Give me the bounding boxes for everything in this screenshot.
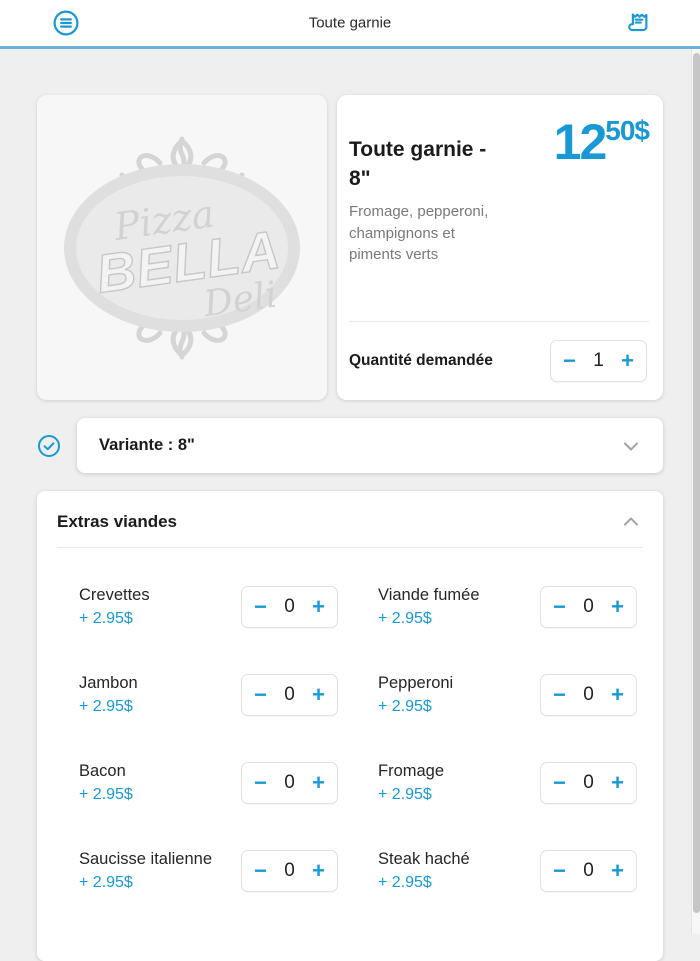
extra-item: Crevettes + 2.95$ − 0 + [79,576,338,637]
extra-name: Pepperoni [378,674,454,693]
extra-price: + 2.95$ [378,785,432,803]
extra-decrease-button[interactable]: − [254,857,267,883]
extra-decrease-button[interactable]: − [553,769,566,795]
extra-item: Pepperoni + 2.95$ − 0 + [378,664,637,725]
menu-circle-icon [52,9,80,37]
extra-name: Steak haché [378,850,470,869]
extra-qty-value: 0 [284,595,295,617]
extra-stepper: − 0 + [540,761,637,804]
extra-increase-button[interactable]: + [312,769,325,795]
extra-name: Crevettes [79,586,150,605]
variant-row: Variante : 8" [37,418,663,473]
extra-decrease-button[interactable]: − [254,769,267,795]
extra-stepper: − 0 + [241,849,338,892]
extra-price: + 2.95$ [79,609,133,627]
extra-name: Jambon [79,674,138,693]
quantity-row: Quantité demandée − 1 + [349,340,649,382]
extra-increase-button[interactable]: + [611,593,624,619]
extra-name: Viande fumée [378,586,480,605]
extra-qty-value: 0 [284,771,295,793]
product-name: Toute garnie - 8" [349,138,487,191]
quantity-stepper: − 1 + [550,340,647,382]
extras-collapse-button[interactable] [619,510,643,534]
extra-price: + 2.95$ [79,785,133,803]
menu-button[interactable] [52,9,80,37]
extra-decrease-button[interactable]: − [254,681,267,707]
extra-stepper: − 0 + [540,849,637,892]
extra-decrease-button[interactable]: − [553,681,566,707]
price-currency: $ [634,115,650,146]
divider [57,547,643,548]
price-cents: 50 [605,115,635,146]
extra-stepper: − 0 + [540,585,637,628]
extra-name: Fromage [378,762,445,781]
extra-decrease-button[interactable]: − [553,593,566,619]
quantity-decrease-button[interactable]: − [563,348,576,373]
brand-word-deli: Deli [200,274,279,325]
scrollbar-thumb[interactable] [693,53,700,913]
variant-label: Variante : 8" [99,436,195,454]
extra-decrease-button[interactable]: − [553,857,566,883]
extra-item: Bacon + 2.95$ − 0 + [79,752,338,813]
product-price: 1250$ [553,114,650,266]
extra-increase-button[interactable]: + [611,857,624,883]
extras-grid: Crevettes + 2.95$ − 0 + Viande fumée + 2… [57,576,643,901]
extra-item: Steak haché + 2.95$ − 0 + [378,840,637,901]
extra-name: Bacon [79,762,126,781]
extra-stepper: − 0 + [241,673,338,716]
extra-item: Fromage + 2.95$ − 0 + [378,752,637,813]
extra-price: + 2.95$ [79,873,133,891]
extra-increase-button[interactable]: + [611,769,624,795]
app-header: Toute garnie [0,0,700,49]
brand-logo: Pizza BELLA Deli [64,136,300,359]
extra-stepper: − 0 + [241,761,338,804]
extra-increase-button[interactable]: + [312,857,325,883]
extra-price: + 2.95$ [378,609,432,627]
quantity-value: 1 [593,350,604,371]
scrollbar-track[interactable] [691,49,700,934]
product-description: Fromage, pepperoni, champignons et pimen… [349,202,489,264]
extra-price: + 2.95$ [79,697,133,715]
product-card: Pizza BELLA Deli Toute garnie - 8" Froma… [37,95,663,400]
extra-stepper: − 0 + [540,673,637,716]
extra-qty-value: 0 [583,595,594,617]
check-circle-icon [37,434,61,458]
receipt-icon [625,10,652,37]
extra-increase-button[interactable]: + [312,593,325,619]
price-dollars: 12 [553,114,608,170]
quantity-increase-button[interactable]: + [621,348,634,373]
extra-increase-button[interactable]: + [312,681,325,707]
extras-section: Extras viandes Crevettes + 2.95$ − 0 + V… [37,491,663,961]
product-info-panel: Toute garnie - 8" Fromage, pepperoni, ch… [337,95,663,400]
extra-increase-button[interactable]: + [611,681,624,707]
quantity-label: Quantité demandée [349,352,493,369]
divider [349,321,649,322]
extra-qty-value: 0 [284,859,295,881]
chevron-up-icon [619,510,643,534]
extras-title: Extras viandes [57,512,178,531]
extra-decrease-button[interactable]: − [254,593,267,619]
extra-stepper: − 0 + [241,585,338,628]
extra-item: Jambon + 2.95$ − 0 + [79,664,338,725]
extra-qty-value: 0 [284,683,295,705]
extra-qty-value: 0 [583,771,594,793]
extra-item: Viande fumée + 2.95$ − 0 + [378,576,637,637]
order-receipt-button[interactable] [625,10,652,37]
variant-select[interactable]: Variante : 8" [77,418,663,473]
chevron-down-icon [619,434,643,458]
extra-item: Saucisse italienne + 2.95$ − 0 + [79,840,338,901]
product-image: Pizza BELLA Deli [37,95,327,400]
extra-qty-value: 0 [583,683,594,705]
extra-price: + 2.95$ [378,697,432,715]
extra-name: Saucisse italienne [79,850,212,869]
page-title: Toute garnie [308,14,392,32]
extra-price: + 2.95$ [378,873,432,891]
extra-qty-value: 0 [583,859,594,881]
